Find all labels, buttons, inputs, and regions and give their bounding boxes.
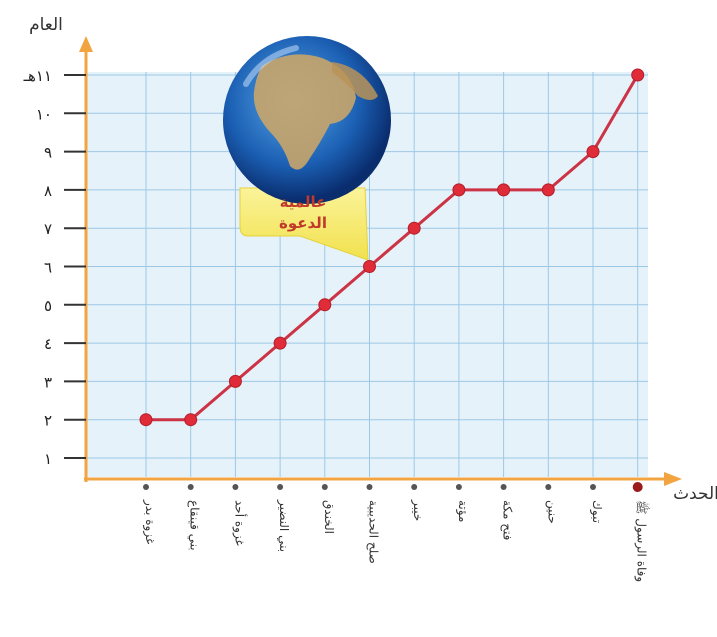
callout-line-1: عالمية bbox=[280, 193, 327, 211]
x-tick-label: بني قينقاع bbox=[188, 500, 202, 551]
y-tick-label: ١١هـ bbox=[23, 67, 52, 85]
y-tick-label: ٣ bbox=[44, 373, 52, 391]
y-tick-label: ٧ bbox=[44, 220, 52, 238]
data-point bbox=[407, 221, 421, 235]
x-tick-mark bbox=[143, 484, 149, 490]
x-axis-title: الحدث bbox=[673, 484, 717, 504]
x-tick-mark bbox=[632, 482, 643, 492]
x-tick-label: تبوك bbox=[589, 500, 604, 523]
data-point bbox=[273, 336, 287, 350]
data-point bbox=[363, 260, 376, 273]
x-tick-mark bbox=[590, 484, 596, 490]
data-point bbox=[139, 413, 153, 427]
x-tick-label: مؤتة bbox=[455, 500, 470, 522]
x-tick-mark bbox=[232, 484, 239, 490]
data-point bbox=[631, 68, 645, 82]
globe-land-2 bbox=[332, 62, 378, 100]
x-tick-label: الخندق bbox=[322, 500, 336, 534]
globe-land bbox=[253, 54, 356, 170]
series-points bbox=[139, 68, 645, 427]
data-point bbox=[452, 183, 466, 197]
globe-callout: عالمية الدعوة bbox=[223, 36, 391, 261]
x-tick-label: غزوة بدر bbox=[142, 499, 157, 544]
data-point bbox=[541, 183, 555, 197]
y-tick-label: ٩ bbox=[44, 144, 52, 162]
data-point bbox=[586, 145, 600, 159]
data-point bbox=[184, 413, 198, 427]
callout-box bbox=[239, 187, 369, 261]
y-tick-label: ٤ bbox=[44, 335, 52, 353]
y-tick-label: ١ bbox=[44, 450, 52, 468]
x-axis-arrow bbox=[664, 472, 682, 486]
x-tick-mark bbox=[455, 484, 462, 490]
y-tick-label: ٨ bbox=[44, 182, 52, 200]
data-point bbox=[318, 298, 332, 312]
x-tick-mark bbox=[187, 484, 194, 490]
y-axis-arrow bbox=[79, 36, 93, 52]
x-tick-label: حنين bbox=[544, 500, 559, 524]
x-tick-label: فتح مكة bbox=[501, 500, 515, 540]
y-axis-title: العام bbox=[29, 15, 63, 35]
x-tick-labels: غزوة بدر بني قينقاع غزوة أحد بني النضير الخن… bbox=[142, 482, 651, 582]
x-tick-label: خيبر bbox=[410, 499, 425, 521]
x-tick-mark bbox=[366, 484, 373, 490]
x-tick-mark bbox=[545, 484, 552, 490]
data-point bbox=[497, 183, 511, 197]
y-ticks: ١ ٢ ٣ ٤ ٥ ٦ ٧ ٨ ٩ ١٠ ١١هـ bbox=[23, 67, 86, 468]
x-tick-label: صلح الحديبية bbox=[367, 500, 381, 564]
callout-line-2: الدعوة bbox=[279, 214, 327, 232]
y-tick-label: ٦ bbox=[44, 259, 52, 277]
x-tick-mark bbox=[321, 484, 328, 490]
y-tick-label: ٢ bbox=[44, 412, 52, 430]
data-point bbox=[228, 374, 242, 388]
x-tick-mark bbox=[411, 484, 418, 490]
globe-shine bbox=[243, 45, 299, 87]
x-tick-mark bbox=[500, 484, 507, 490]
series-line bbox=[146, 74, 639, 422]
x-tick-label: غزوة أحد bbox=[231, 500, 247, 546]
y-tick-label: ٥ bbox=[44, 297, 52, 315]
x-tick-mark bbox=[277, 484, 284, 490]
x-tick-label: بني النضير bbox=[276, 499, 291, 552]
y-tick-label: ١٠ bbox=[36, 105, 52, 123]
x-tick-label: وفاة الرسول ﷺ bbox=[634, 500, 651, 582]
